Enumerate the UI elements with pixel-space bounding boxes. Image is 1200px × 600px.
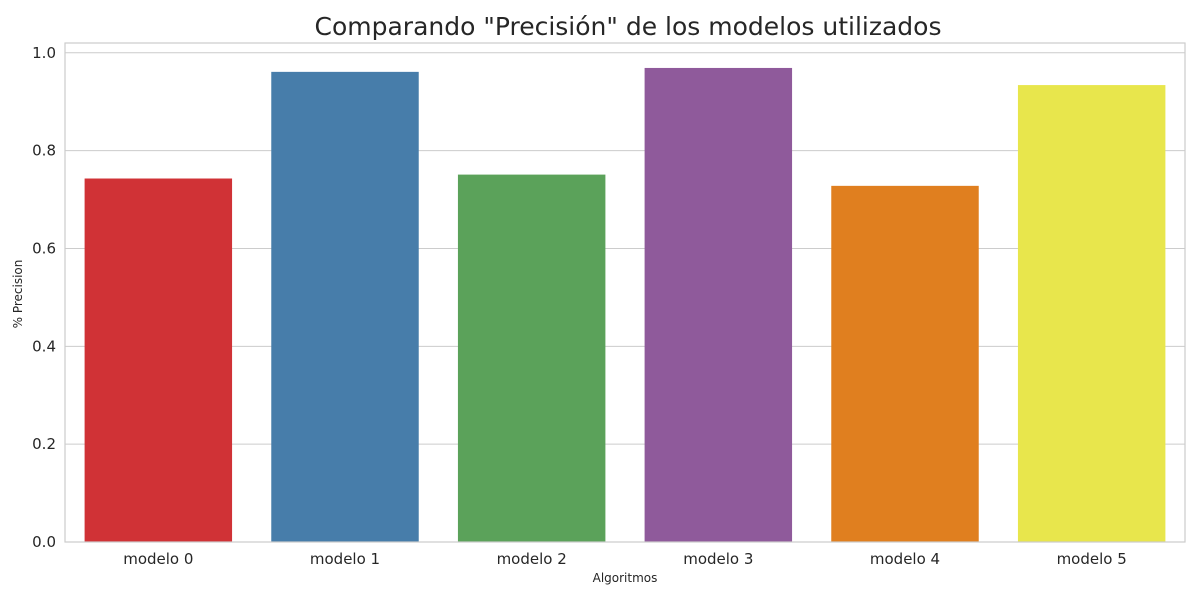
plot-border bbox=[64, 42, 1186, 543]
x-tick-label: modelo 3 bbox=[683, 550, 753, 568]
y-tick-label: 0.2 bbox=[32, 435, 56, 453]
x-tick-label: modelo 0 bbox=[123, 550, 193, 568]
y-tick-label: 1.0 bbox=[32, 44, 56, 62]
y-tick-label: 0.8 bbox=[32, 142, 56, 160]
x-tick-label: modelo 2 bbox=[497, 550, 567, 568]
bar-modelo-4 bbox=[831, 185, 979, 542]
x-tick-label: modelo 5 bbox=[1057, 550, 1127, 568]
bar-modelo-5 bbox=[1017, 85, 1166, 543]
y-axis-label: % Precision bbox=[11, 260, 25, 329]
bar-modelo-0 bbox=[84, 178, 233, 542]
x-axis-ticks: modelo 0 modelo 1 modelo 2 modelo 3 modelo 4… bbox=[123, 550, 1127, 568]
bar-modelo-3 bbox=[644, 67, 793, 542]
y-axis-ticks: 0.0 0.2 0.4 0.6 0.8 1.0 bbox=[32, 44, 56, 551]
x-tick-label: modelo 1 bbox=[310, 550, 380, 568]
gridlines bbox=[65, 52, 1185, 543]
x-tick-label: modelo 4 bbox=[870, 550, 940, 568]
bar-modelo-2 bbox=[457, 174, 606, 543]
y-tick-label: 0.4 bbox=[32, 337, 56, 355]
plot-frame bbox=[64, 42, 1186, 543]
x-axis-label: Algoritmos bbox=[593, 571, 658, 585]
bar-modelo-1 bbox=[271, 71, 419, 543]
bars bbox=[84, 67, 1166, 543]
y-tick-label: 0.0 bbox=[32, 533, 56, 551]
chart-title: Comparando "Precisión" de los modelos ut… bbox=[315, 12, 942, 41]
y-tick-label: 0.6 bbox=[32, 239, 56, 257]
